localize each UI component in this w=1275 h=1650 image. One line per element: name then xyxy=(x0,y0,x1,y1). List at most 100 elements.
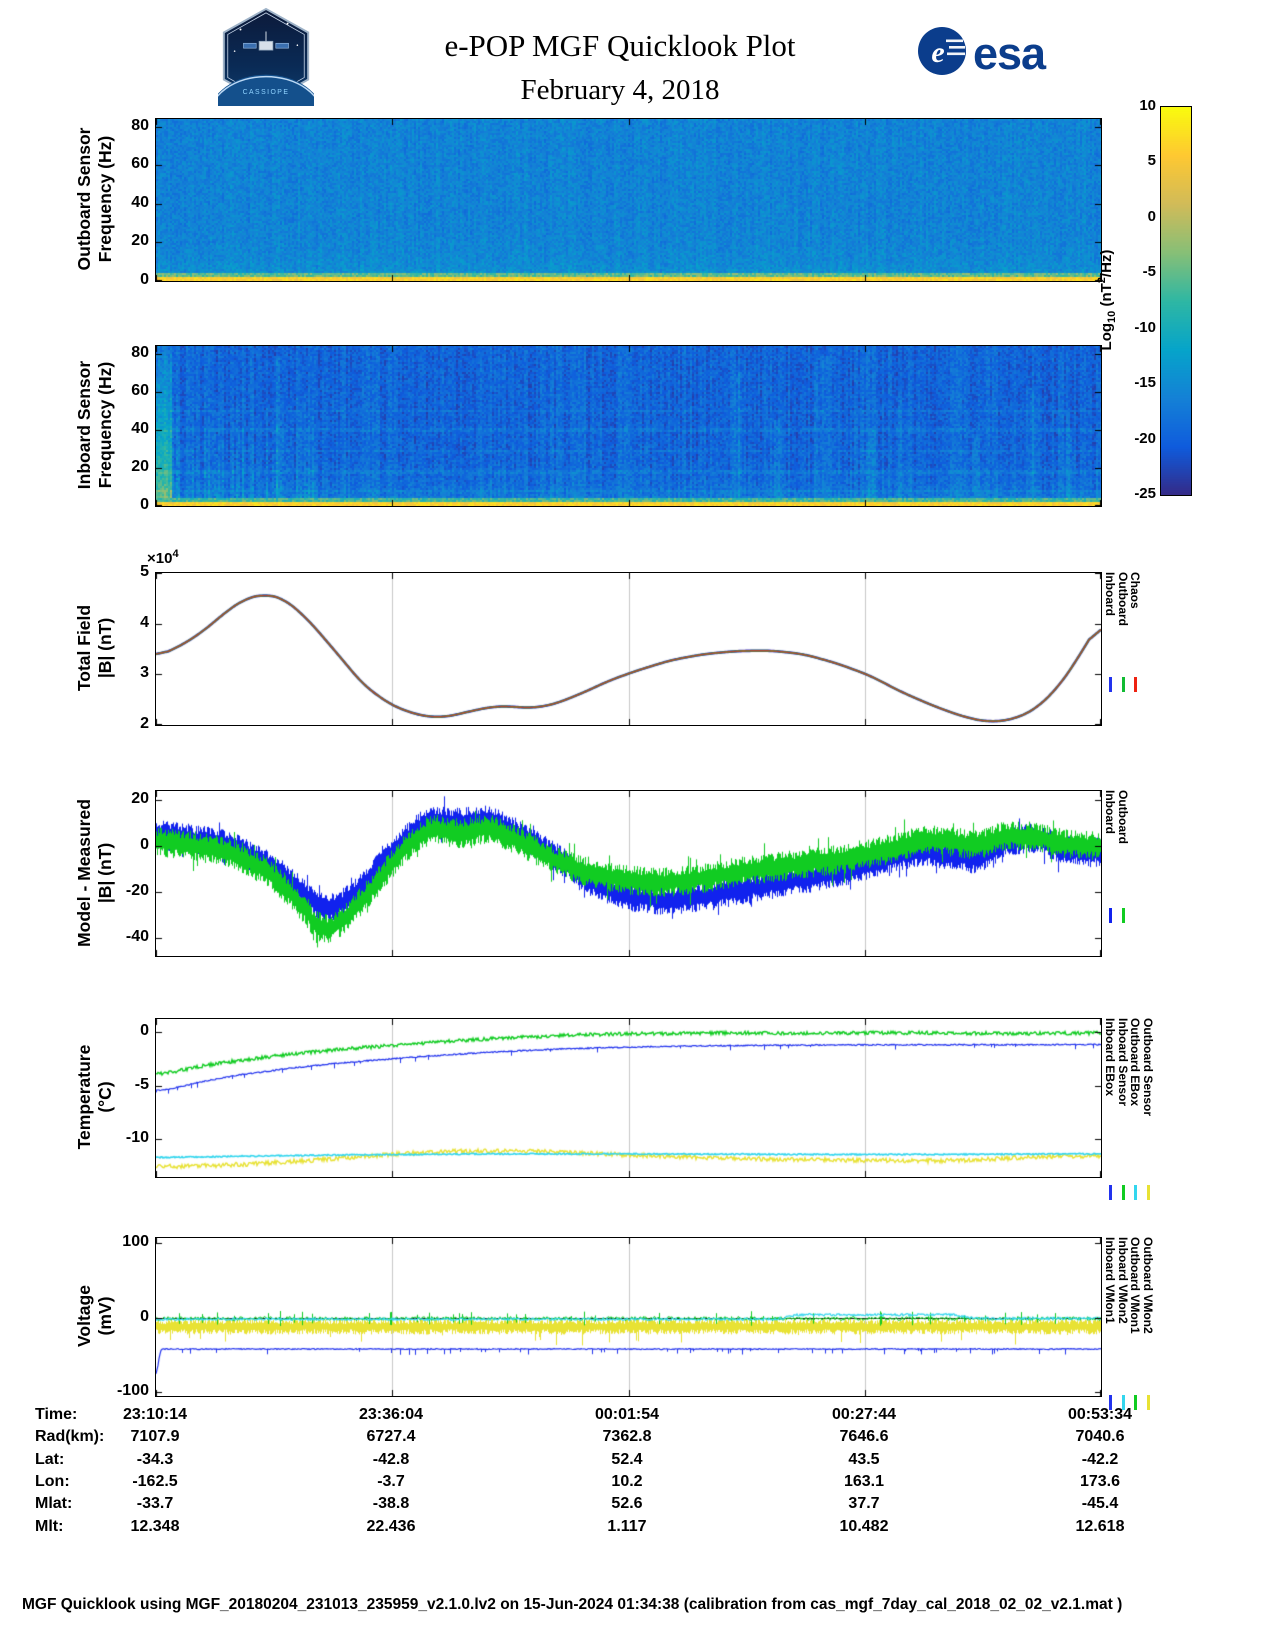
y-tick-label: 0 xyxy=(140,836,149,853)
colorbar-label-part: Log xyxy=(1098,322,1115,351)
plot-header: e-POP MGF Quicklook Plot February 4, 201… xyxy=(287,28,953,107)
ephemeris-row: Time: 23:10:14 23:36:04 00:01:54 00:27:44 00:… xyxy=(0,1406,1275,1428)
ephemeris-value: 12.348 xyxy=(130,1517,180,1535)
ephemeris-value: -34.3 xyxy=(136,1450,174,1468)
temperature-legend: Inboard EBox Inboard Sensor Outboard EBox O… xyxy=(1103,1018,1177,1200)
exponent-value: 4 xyxy=(172,548,179,560)
ephemeris-row-label: Mlt: xyxy=(35,1517,64,1535)
model-minus-measured-legend: Inboard Outboard xyxy=(1103,790,1177,955)
legend-color-dash xyxy=(1134,1185,1137,1200)
esa-logo-graphic: e esa xyxy=(918,27,1048,79)
colorbar-tick-label: 5 xyxy=(1147,152,1156,170)
legend-color-dash xyxy=(1121,1395,1125,1410)
ephemeris-value: 43.5 xyxy=(848,1450,880,1468)
colorbar-tick-label: -10 xyxy=(1134,318,1156,336)
ephemeris-value: 10.482 xyxy=(839,1517,889,1535)
model-minus-measured-canvas xyxy=(155,790,1102,957)
legend-color-dash xyxy=(1146,1395,1150,1410)
y-tick-label: 20 xyxy=(131,457,149,475)
ephemeris-value: -42.2 xyxy=(1081,1450,1119,1468)
ephemeris-value: 6727.4 xyxy=(366,1428,416,1446)
plot-date: February 4, 2018 xyxy=(520,74,720,106)
voltage-panel: Voltage (mV) 100 0 -100 Inboard VMon1 Inboa… xyxy=(74,1233,1155,1410)
legend-label: Outboard xyxy=(1115,790,1130,844)
y-tick-label: 40 xyxy=(131,419,149,437)
ephemeris-value: 10.2 xyxy=(611,1472,643,1490)
y-tick-label: 100 xyxy=(122,1233,149,1251)
ephemeris-row-label: Mlat: xyxy=(35,1495,73,1513)
colorbar-tick-label: -5 xyxy=(1142,263,1156,281)
y-tick-label: -100 xyxy=(116,1382,149,1400)
y-tick-label: -10 xyxy=(125,1129,149,1147)
legend-color-dash xyxy=(1121,908,1125,923)
ephemeris-value: 52.6 xyxy=(611,1495,643,1513)
ephemeris-value: 52.4 xyxy=(611,1450,643,1468)
ephemeris-row: Lat: -34.3 -42.8 52.4 43.5 -42.2 xyxy=(0,1451,1275,1473)
total-field-legend: Inboard Outboard Chaos xyxy=(1103,572,1177,724)
y-tick-label: 3 xyxy=(140,664,149,682)
legend-label: Inboard xyxy=(1103,790,1117,834)
legend-label: Outboard VMon2 xyxy=(1140,1237,1155,1334)
ephemeris-value: 7362.8 xyxy=(602,1428,652,1446)
ephemeris-row: Rad(km): 7107.9 6727.4 7362.8 7646.6 7040.6 xyxy=(0,1428,1275,1450)
ephemeris-row-label: Lat: xyxy=(35,1450,65,1468)
ephemeris-value: 00:53:34 xyxy=(1067,1406,1133,1423)
legend-color-dash xyxy=(1146,1185,1150,1200)
temperature-ytick-labels: 0 -5 -10 xyxy=(99,1018,149,1176)
ephemeris-value: -3.7 xyxy=(377,1472,405,1490)
legend-color-dash xyxy=(1134,677,1137,692)
legend-label: Outboard EBox xyxy=(1128,1018,1142,1107)
y-tick-label: 80 xyxy=(131,116,149,134)
outboard-spectrogram-ytick-labels: 0 20 40 60 80 xyxy=(99,116,149,288)
ephemeris-value: 00:27:44 xyxy=(831,1406,897,1423)
legend-label: Inboard xyxy=(1103,572,1117,616)
ephemeris-value: 7646.6 xyxy=(839,1428,889,1446)
legend-color-dash xyxy=(1121,677,1125,692)
plot-title: e-POP MGF Quicklook Plot xyxy=(444,28,796,63)
voltage-canvas xyxy=(155,1237,1102,1397)
total-field-ytick-labels: 2 3 4 5 xyxy=(99,563,149,732)
ephemeris-value: 37.7 xyxy=(848,1495,880,1513)
legend-color-dash xyxy=(1109,677,1112,692)
outboard-spectrogram-panel: Outboard Sensor Frequency (Hz) 0 20 40 60 80 xyxy=(74,117,1102,288)
temperature-panel: Temperature (°C) 0 -5 -10 Inboard EBox Inbo… xyxy=(74,1018,1155,1200)
y-tick-label: 20 xyxy=(131,232,149,250)
ephemeris-value: 00:01:54 xyxy=(594,1406,660,1423)
inboard-spectrogram-canvas xyxy=(155,345,1102,507)
y-tick-label: 0 xyxy=(140,496,149,513)
legend-label: Outboard Sensor xyxy=(1140,1018,1155,1117)
esa-emblem-letter: e xyxy=(931,36,944,69)
colorbar-tick-label: -25 xyxy=(1134,485,1156,502)
outboard-spectrogram-canvas xyxy=(155,118,1102,282)
ylabel-line: Inboard Sensor xyxy=(74,360,94,490)
ephemeris-value: 23:36:04 xyxy=(358,1406,424,1423)
legend-color-dash xyxy=(1109,1395,1112,1410)
ephemeris-row: Mlat: -33.7 -38.8 52.6 37.7 -45.4 xyxy=(0,1495,1275,1517)
colorbar-axis-label: Log10 (nT2/Hz) xyxy=(1096,170,1118,430)
temperature-canvas xyxy=(155,1018,1102,1178)
ephemeris-value: -162.5 xyxy=(132,1472,178,1490)
ephemeris-row: Mlt: 12.348 22.436 1.117 10.482 12.618 xyxy=(0,1518,1275,1540)
legend-color-dash xyxy=(1109,908,1112,923)
colorbar-canvas xyxy=(1160,106,1192,496)
y-tick-label: 4 xyxy=(140,613,149,631)
colorbar-label-part: /Hz) xyxy=(1098,249,1115,278)
legend-label: Inboard EBox xyxy=(1103,1018,1117,1097)
ephemeris-row-label: Rad(km): xyxy=(35,1428,105,1446)
legend-color-dash xyxy=(1134,1395,1137,1410)
ephemeris-value: 173.6 xyxy=(1079,1472,1121,1490)
y-tick-label: 0 xyxy=(140,1021,149,1039)
voltage-legend: Inboard VMon1 Inboard VMon2 Outboard VMon1… xyxy=(1103,1237,1177,1410)
ephemeris-row-label: Time: xyxy=(35,1406,78,1423)
colorbar-tick-label: 0 xyxy=(1147,207,1156,225)
ephemeris-value: 23:10:14 xyxy=(122,1406,188,1423)
colorbar-label-sub: 10 xyxy=(1106,310,1118,323)
ephemeris-value: -38.8 xyxy=(372,1495,410,1513)
ephemeris-value: -45.4 xyxy=(1081,1495,1119,1513)
ephemeris-value: 7107.9 xyxy=(130,1428,180,1446)
y-tick-label: 60 xyxy=(131,381,149,399)
y-tick-label: 20 xyxy=(131,790,149,808)
legend-label: Outboard VMon1 xyxy=(1128,1237,1142,1334)
ephemeris-value: 22.436 xyxy=(366,1517,416,1535)
